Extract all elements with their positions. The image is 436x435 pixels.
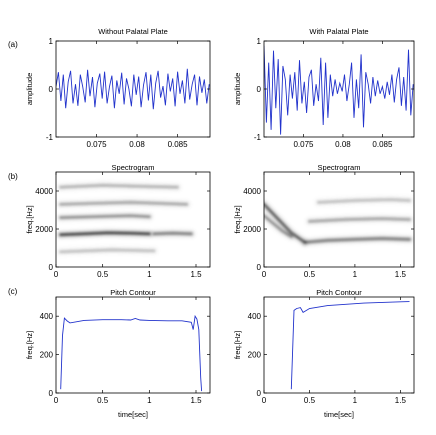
spectrogram-band-halo-2 <box>56 211 154 223</box>
y-tick-label: 0 <box>49 389 54 398</box>
spectrogram-band-halo-2 <box>264 211 296 242</box>
y-axis-label: freq.[Hz] <box>233 331 242 359</box>
chart-title: With Palatal Plate <box>309 27 368 36</box>
spectrogram-band-halo-3 <box>56 197 192 209</box>
spectrogram-band-halo-0 <box>264 199 310 247</box>
row-label-c: (c) <box>8 287 18 296</box>
y-axis-label: freq.[Hz] <box>233 205 242 233</box>
x-tick-label: 1 <box>147 396 152 405</box>
y-axis-label: amplitude <box>233 73 242 106</box>
y-tick-label: 1 <box>49 37 54 46</box>
x-tick-label: 0.5 <box>97 270 109 279</box>
x-tick-label: 0.5 <box>304 270 316 279</box>
spectrogram-band-halo-4 <box>314 195 414 207</box>
chart-title: Without Palatal Plate <box>98 27 168 36</box>
y-tick-label: -1 <box>46 133 54 142</box>
spectrogram-with-plate: 0 0.5 1 1.5 0 2000 4000 Spectrogram freq.[Hz] <box>233 163 415 279</box>
x-tick-label: 1.5 <box>190 270 202 279</box>
x-tick-label: 0.08 <box>335 140 351 149</box>
spectrogram-bands <box>264 195 414 247</box>
spectrogram-without-plate: 0 0.5 1 1.5 0 2000 4000 Spectrogram freq.[Hz] <box>25 163 211 279</box>
x-tick-label: 0.075 <box>293 140 314 149</box>
y-tick-label: 4000 <box>35 187 53 196</box>
x-tick-label: 0.08 <box>129 140 145 149</box>
x-tick-label: 0 <box>54 270 59 279</box>
x-axis-label: time[sec] <box>118 410 148 419</box>
x-tick-label: 0 <box>262 396 267 405</box>
y-tick-label: 2000 <box>35 225 53 234</box>
x-tick-label: 0.5 <box>304 396 316 405</box>
x-tick-label: 1 <box>147 270 152 279</box>
x-axis-label: time[sec] <box>324 410 354 419</box>
y-tick-label: 4000 <box>243 187 261 196</box>
axes-frame <box>263 296 415 394</box>
series-line <box>290 301 410 390</box>
spectrogram-band-halo-4 <box>56 180 182 192</box>
series-line <box>56 68 210 110</box>
y-tick-label: 0 <box>257 263 262 272</box>
chart-title: Pitch Contour <box>110 288 156 297</box>
y-tick-label: 200 <box>40 351 54 360</box>
y-axis-label: amplitude <box>25 73 34 106</box>
x-tick-label: 1 <box>353 270 358 279</box>
x-tick-label: 0 <box>54 396 59 405</box>
x-tick-label: 0.075 <box>87 140 108 149</box>
series-line <box>264 45 414 135</box>
y-axis-label: freq.[Hz] <box>25 205 34 233</box>
x-tick-label: 1.5 <box>395 270 407 279</box>
axes-frame <box>263 40 415 138</box>
axes-frame <box>55 296 211 394</box>
y-tick-label: 0 <box>257 389 262 398</box>
chart-title: Pitch Contour <box>316 288 362 297</box>
row-label-b: (b) <box>8 172 18 181</box>
series-line <box>60 314 203 392</box>
spectrogram-band-halo-5 <box>56 245 159 257</box>
spectrogram-band-halo-0 <box>56 228 154 240</box>
axes-frame <box>263 171 415 268</box>
y-tick-label: 0 <box>49 263 54 272</box>
x-tick-label: 1 <box>353 396 358 405</box>
y-tick-label: 1 <box>257 37 262 46</box>
pitch-contour-without-plate: 0 0.5 1 1.5 0 200 400 Pitch Contour freq.[Hz] tim… <box>25 288 211 419</box>
chart-title: Spectrogram <box>112 163 155 172</box>
y-axis-label: freq.[Hz] <box>25 331 34 359</box>
x-tick-label: 0.085 <box>168 140 189 149</box>
spectrogram-band-halo-3 <box>305 214 414 226</box>
x-tick-label: 0.085 <box>372 140 393 149</box>
chart-title: Spectrogram <box>318 163 361 172</box>
y-tick-label: 0 <box>49 85 54 94</box>
pitch-contour-with-plate: 0 0.5 1 1.5 0 200 400 Pitch Contour freq.[Hz] tim… <box>233 288 415 419</box>
y-tick-label: 2000 <box>243 225 261 234</box>
y-tick-label: 400 <box>248 312 262 321</box>
x-tick-label: 1.5 <box>190 396 202 405</box>
y-tick-label: 0 <box>257 85 262 94</box>
axes-frame <box>55 171 211 268</box>
spectrogram-bands <box>56 180 196 257</box>
spectrogram-band-halo-1 <box>149 228 196 239</box>
x-tick-label: 1.5 <box>395 396 407 405</box>
x-tick-label: 0.5 <box>97 396 109 405</box>
waveform-with-plate: 0.075 0.08 0.085 -1 0 1 With Palatal Plate ampl… <box>233 27 415 149</box>
y-tick-label: 400 <box>40 312 54 321</box>
waveform-without-plate: 0.075 0.08 0.085 -1 0 1 Without Palatal Plate a… <box>25 27 211 149</box>
y-tick-label: -1 <box>254 133 262 142</box>
y-tick-label: 200 <box>248 351 262 360</box>
spectrogram-band-halo-1 <box>300 233 414 247</box>
row-label-a: (a) <box>8 40 18 49</box>
x-tick-label: 0 <box>262 270 267 279</box>
